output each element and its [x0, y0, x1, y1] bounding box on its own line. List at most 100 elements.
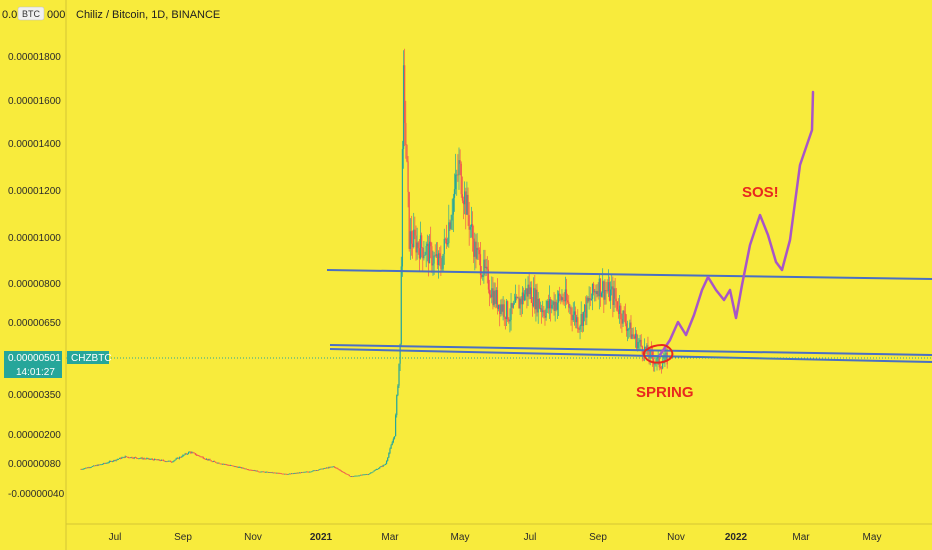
- trendline-lower-1[interactable]: [329, 344, 932, 356]
- candle-body: [140, 457, 142, 459]
- candle-body: [517, 297, 519, 299]
- candle-body: [223, 463, 225, 465]
- candle-body: [565, 289, 568, 301]
- trendline-upper[interactable]: [326, 269, 932, 280]
- candle-body: [359, 474, 362, 476]
- candle-body: [501, 304, 503, 312]
- candle-body: [451, 214, 453, 221]
- price-tag-value: 0.00000501: [8, 353, 61, 364]
- candle-body: [298, 472, 301, 474]
- candle-body: [307, 471, 310, 473]
- candle-body: [212, 461, 215, 463]
- candle-body: [538, 299, 540, 309]
- candle-body: [443, 238, 445, 254]
- candle-body: [595, 291, 597, 295]
- symbol-tag-label: CHZBTC: [71, 353, 112, 364]
- spring-circle: [642, 343, 674, 364]
- candle-body: [393, 436, 396, 439]
- candle-body: [221, 463, 224, 465]
- projection-path[interactable]: [658, 90, 815, 357]
- candle-body: [318, 469, 320, 471]
- candle-body: [213, 461, 216, 463]
- candle-body: [227, 465, 229, 466]
- candle-body: [237, 467, 239, 468]
- candle-body: [537, 299, 539, 313]
- candle-body: [90, 466, 92, 468]
- candle-body: [468, 215, 470, 230]
- candle-body: [459, 160, 461, 164]
- candle-body: [358, 475, 361, 477]
- candle-body: [306, 471, 308, 473]
- candle-body: [290, 473, 293, 475]
- candle-body: [407, 161, 409, 193]
- candle-body: [496, 289, 499, 309]
- candle-body: [555, 301, 557, 310]
- candle-body: [170, 461, 173, 463]
- candle-body: [344, 472, 346, 474]
- candle-body: [86, 467, 88, 469]
- candle-body: [631, 334, 633, 339]
- candle-body: [381, 466, 383, 468]
- trendlines[interactable]: [326, 269, 932, 363]
- candle-body: [113, 460, 115, 462]
- candle-body: [357, 475, 359, 477]
- candle-body: [105, 462, 107, 464]
- candle-body: [379, 467, 381, 469]
- candle-body: [198, 455, 200, 456]
- candle-body: [409, 231, 411, 249]
- y-tick-label: 0.00001600: [8, 96, 61, 107]
- candle-body: [350, 476, 353, 478]
- candle-body: [338, 469, 340, 470]
- candle-body: [125, 456, 127, 458]
- candle-body: [536, 289, 538, 313]
- candle-body: [476, 247, 478, 259]
- x-tick-label: Sep: [589, 532, 607, 543]
- y-tick-label: 0.00000650: [8, 318, 61, 329]
- trendline-lower-2[interactable]: [329, 348, 932, 363]
- candle-body: [606, 290, 608, 292]
- candle-body: [226, 464, 228, 466]
- candle-body: [540, 308, 543, 313]
- candle-body: [364, 474, 366, 476]
- candle-body: [654, 362, 656, 365]
- x-tick-label: 2022: [725, 532, 748, 543]
- candle-body: [142, 458, 144, 460]
- candle-body: [316, 470, 319, 471]
- candle-body: [353, 476, 355, 477]
- candle-body: [591, 283, 594, 299]
- candle-body: [193, 452, 195, 454]
- candle-body: [483, 259, 485, 276]
- unit-badge[interactable]: [17, 6, 45, 21]
- candle-body: [107, 462, 109, 464]
- candle-body: [477, 247, 479, 250]
- candle-body: [392, 438, 394, 443]
- candle-body: [408, 192, 410, 249]
- candle-body: [614, 288, 616, 299]
- top-label-left: 0.0: [2, 9, 17, 21]
- candle-body: [615, 298, 617, 302]
- candle-body: [425, 245, 427, 255]
- candle-body: [154, 458, 156, 461]
- candle-body: [398, 363, 400, 386]
- candle-body: [510, 303, 512, 320]
- candle-body: [402, 65, 405, 150]
- candle-body: [384, 464, 387, 465]
- candle-body: [426, 243, 428, 246]
- candle-body: [559, 293, 561, 296]
- candle-body: [161, 459, 164, 461]
- candle-body: [525, 288, 527, 295]
- candle-body: [664, 354, 666, 361]
- candle-body: [101, 464, 104, 465]
- candle-body: [473, 238, 475, 257]
- candle-body: [574, 311, 577, 323]
- candle-body: [442, 253, 444, 269]
- candle-body: [217, 462, 219, 464]
- candle-body: [144, 458, 147, 460]
- candle-body: [151, 458, 153, 460]
- candle-body: [605, 290, 607, 291]
- candle-body: [596, 291, 598, 295]
- candle-body: [315, 470, 318, 471]
- candle-body: [330, 466, 332, 468]
